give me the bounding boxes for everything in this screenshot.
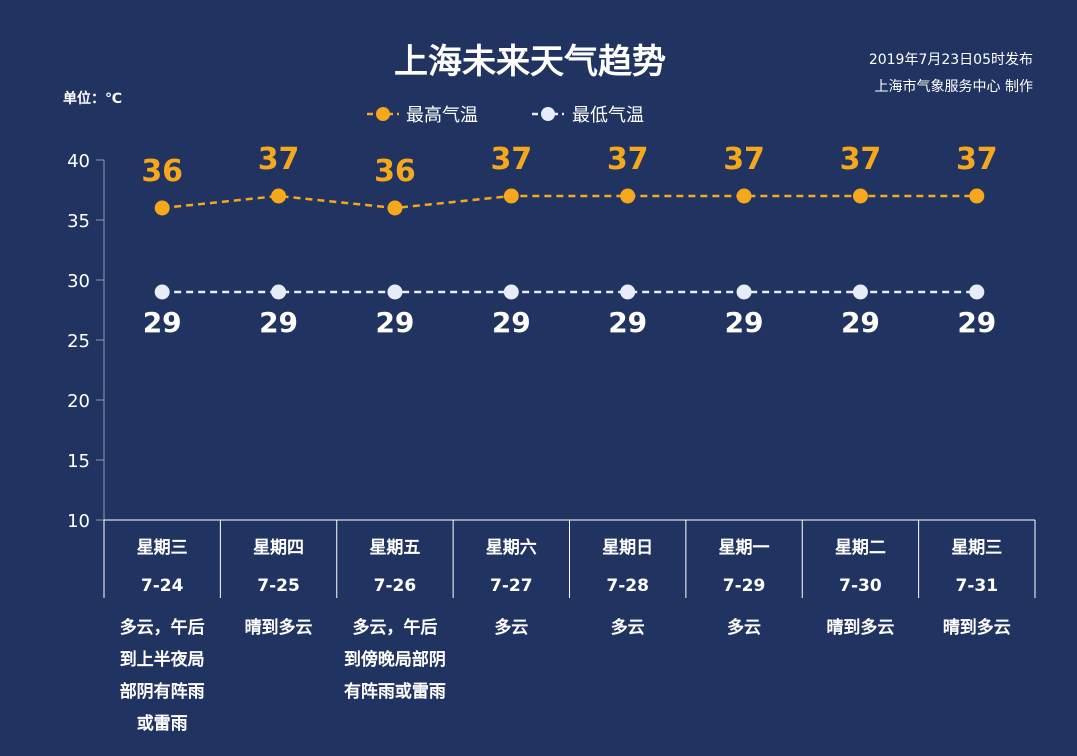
weekday-label: 星期日 [602, 538, 653, 558]
legend-high-marker [376, 107, 390, 121]
low-temp-label: 29 [259, 306, 298, 339]
high-temp-point [503, 188, 519, 204]
legend-low-label: 最低气温 [572, 105, 644, 126]
date-label: 7-24 [141, 576, 184, 596]
high-temp-label: 37 [607, 142, 649, 177]
date-label: 7-27 [490, 576, 533, 596]
weather-condition-text: 到傍晚局部阴 [344, 649, 446, 670]
weather-condition-text: 多云，午后 [120, 617, 205, 638]
weather-condition-text: 到上半夜局 [120, 649, 205, 670]
chart-title: 上海未来天气趋势 [394, 42, 666, 82]
legend-item-high: 最高气温 [367, 105, 478, 126]
date-label: 7-28 [606, 576, 649, 596]
weather-condition-text: 部阴有阵雨 [120, 681, 205, 702]
high-temp-point [154, 200, 170, 216]
producer-credit: 上海市气象服务中心 制作 [875, 78, 1033, 95]
unit-label: 单位：℃ [63, 90, 122, 107]
weather-condition-text: 有阵雨或雷雨 [344, 681, 446, 702]
low-temp-label: 29 [957, 306, 996, 339]
legend-low-marker [541, 107, 555, 121]
date-label: 7-29 [723, 576, 766, 596]
weather-condition-text: 多云 [727, 617, 761, 638]
low-temp-label: 29 [375, 306, 414, 339]
low-temp-label: 29 [725, 306, 764, 339]
high-temp-label: 37 [723, 142, 765, 177]
low-temp-point [271, 284, 287, 300]
low-temp-point [969, 284, 985, 300]
y-tick-label: 20 [67, 391, 90, 412]
date-label: 7-31 [956, 576, 999, 596]
y-tick-label: 40 [67, 151, 90, 172]
release-time: 2019年7月23日05时发布 [869, 52, 1033, 68]
high-temp-label: 36 [374, 154, 416, 189]
high-temp-label: 37 [490, 142, 532, 177]
weather-condition-text: 多云 [494, 617, 528, 638]
weather-condition-text: 多云 [611, 617, 645, 638]
y-tick-label: 35 [67, 211, 90, 232]
low-temp-point [387, 284, 403, 300]
legend-item-low: 最低气温 [532, 105, 644, 126]
low-temp-point [736, 284, 752, 300]
high-temp-label: 37 [258, 142, 300, 177]
weather-condition-text: 晴到多云 [826, 617, 894, 638]
weather-condition-text: 晴到多云 [943, 617, 1011, 638]
date-label: 7-30 [839, 576, 882, 596]
low-temp-label: 29 [143, 306, 182, 339]
high-temp-label: 36 [141, 154, 183, 189]
high-temp-point [969, 188, 985, 204]
low-temp-point [620, 284, 636, 300]
y-tick-label: 25 [67, 331, 90, 352]
weekday-label: 星期五 [369, 538, 420, 558]
y-tick-label: 10 [67, 511, 90, 532]
date-table-labels: 星期三 7-24 星期四 7-25 星期五 7-26 星期六 7-27 星期日 7-28 星期一 7-… [137, 537, 1003, 596]
low-temp-point [154, 284, 170, 300]
weather-condition-text: 晴到多云 [245, 617, 313, 638]
y-tick-label: 15 [67, 451, 90, 472]
y-axis: 10 15 20 25 30 35 40 [67, 151, 105, 532]
weather-condition-text: 多云，午后 [352, 617, 437, 638]
series-layer: 36 37 36 37 37 37 37 37 29 29 29 29 29 29 29 29 [141, 142, 997, 339]
date-label: 7-25 [257, 576, 300, 596]
weekday-label: 星期六 [486, 537, 537, 558]
high-temp-point [852, 188, 868, 204]
low-temp-label: 29 [608, 306, 647, 339]
weather-condition-text: 或雷雨 [137, 713, 188, 734]
high-temp-point [271, 188, 287, 204]
weekday-label: 星期四 [253, 538, 304, 558]
weekday-label: 星期三 [137, 538, 188, 558]
series-line-high [162, 194, 977, 210]
weekday-label: 星期一 [719, 538, 770, 558]
high-temp-point [620, 188, 636, 204]
low-temp-label: 29 [492, 306, 531, 339]
high-temp-label: 37 [840, 142, 882, 177]
high-temp-point [387, 200, 403, 216]
low-temp-point [503, 284, 519, 300]
date-table-grid [103, 519, 1036, 598]
high-temp-label: 37 [956, 142, 998, 177]
y-tick-label: 30 [67, 271, 90, 292]
date-label: 7-26 [374, 576, 417, 596]
high-temp-point [736, 188, 752, 204]
low-temp-point [852, 284, 868, 300]
weekday-label: 星期三 [951, 538, 1002, 558]
weekday-label: 星期二 [835, 538, 886, 558]
legend: 最高气温 最低气温 [367, 105, 644, 126]
legend-high-label: 最高气温 [406, 105, 478, 126]
low-temp-label: 29 [841, 306, 880, 339]
